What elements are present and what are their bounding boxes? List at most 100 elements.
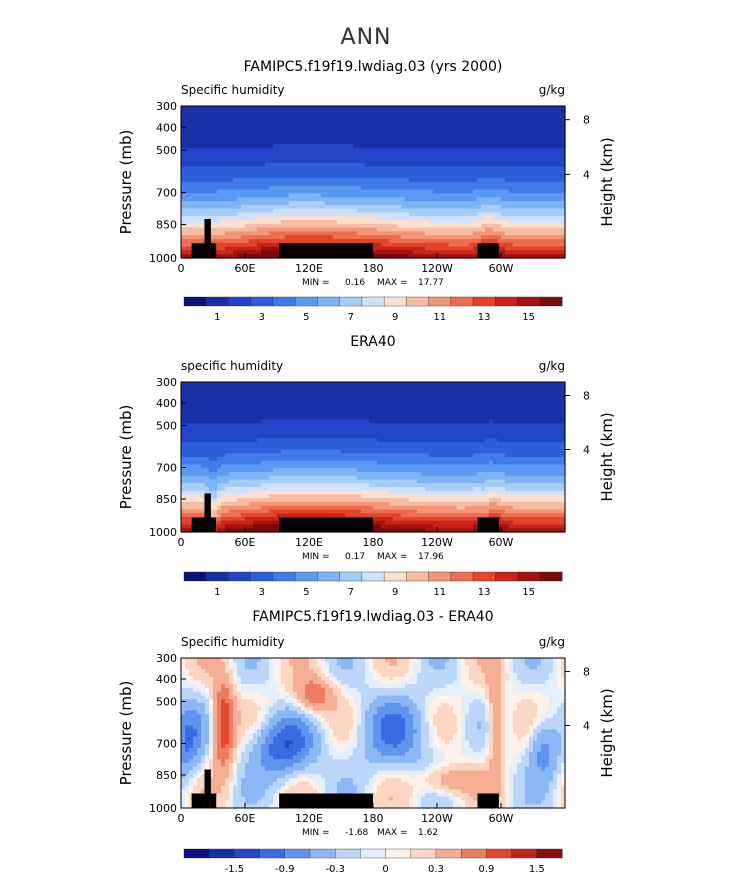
heatmap-cell [485,136,490,141]
heatmap-cell [197,404,202,409]
heatmap-cell [465,113,470,118]
heatmap-cell [189,144,194,149]
heatmap-cell [253,393,258,398]
heatmap-cell [189,201,194,206]
heatmap-cell [405,106,410,111]
heatmap-cell [261,400,266,406]
heatmap-cell [209,235,214,240]
heatmap-cell [533,147,538,153]
heatmap-cell [181,144,186,149]
heatmap-cell [405,140,410,145]
heatmap-cell [305,201,310,206]
heatmap-cell [453,223,458,229]
heatmap-cell [541,393,546,398]
heatmap-cell [341,147,346,153]
heatmap-cell [385,254,390,259]
heatmap-cell [265,113,270,118]
heatmap-cell [509,382,514,387]
heatmap-cell [297,178,302,183]
heatmap-cell [481,140,486,145]
heatmap-cell [553,201,558,206]
heatmap-cell [477,182,482,187]
heatmap-cell [525,125,530,130]
heatmap-cell [217,182,222,187]
heatmap-cell [225,128,230,134]
heatmap-cell [249,174,254,179]
heatmap-cell [433,254,438,259]
heatmap-cell [329,151,334,156]
heatmap-cell [489,117,494,122]
heatmap-cell [389,189,394,194]
heatmap-cell [557,415,562,421]
heatmap-cell [361,400,366,406]
heatmap-cell [253,223,258,229]
heatmap-cell [373,159,378,164]
heatmap-cell [373,178,378,183]
x-tick-label: 120E [295,262,323,275]
heatmap-cell [273,389,278,394]
heatmap-cell [409,125,414,130]
heatmap-cell [297,419,302,424]
heatmap-cell [557,250,562,255]
heatmap-cell [233,144,238,149]
heatmap-cell [261,109,266,115]
heatmap-cell [385,408,390,413]
heatmap-cell [245,140,250,145]
heatmap-cell [417,178,422,183]
heatmap-cell [241,182,246,187]
heatmap-cell [281,235,286,240]
heatmap-cell [341,393,346,398]
heatmap-cell [229,106,234,111]
heatmap-cell [469,147,474,153]
heatmap-cell [517,189,522,194]
heatmap-cell [473,246,478,251]
heatmap-cell [241,254,246,259]
heatmap-cell [345,212,350,217]
heatmap-cell [425,185,430,191]
heatmap-cell [397,178,402,183]
heatmap-cell [309,193,314,198]
heatmap-cell [501,231,506,236]
heatmap-cell [437,136,442,141]
heatmap-cell [369,404,374,409]
heatmap-cell [353,109,358,115]
heatmap-cell [501,404,506,409]
heatmap-cell [529,397,534,402]
heatmap-cell [285,117,290,122]
heatmap-cell [533,212,538,217]
heatmap-cell [225,144,230,149]
heatmap-cell [181,185,186,191]
heatmap-cell [373,113,378,118]
heatmap-cell [281,128,286,134]
heatmap-cell [325,113,330,118]
heatmap-cell [277,397,282,402]
heatmap-cell [461,109,466,115]
heatmap-cell [373,128,378,134]
heatmap-cell [257,212,262,217]
heatmap-cell [301,400,306,406]
heatmap-cell [189,109,194,115]
heatmap-cell [229,128,234,134]
heatmap-cell [209,178,214,183]
heatmap-cell [309,178,314,183]
heatmap-cell [417,242,422,248]
heatmap-cell [445,189,450,194]
heatmap-cell [449,231,454,236]
heatmap-cell [473,239,478,244]
heatmap-cell [405,117,410,122]
heatmap-cell [205,132,210,137]
heatmap-cell [449,216,454,221]
heatmap-cell [257,404,262,409]
heatmap-cell [317,223,322,229]
heatmap-cell [241,408,246,413]
heatmap-cell [445,140,450,145]
heatmap-cell [233,400,238,406]
heatmap-cell [197,239,202,244]
heatmap-cell [389,125,394,130]
heatmap-cell [345,144,350,149]
heatmap-cell [333,189,338,194]
heatmap-cell [293,121,298,126]
heatmap-cell [333,147,338,153]
heatmap-cell [333,109,338,115]
heatmap-cell [305,223,310,229]
